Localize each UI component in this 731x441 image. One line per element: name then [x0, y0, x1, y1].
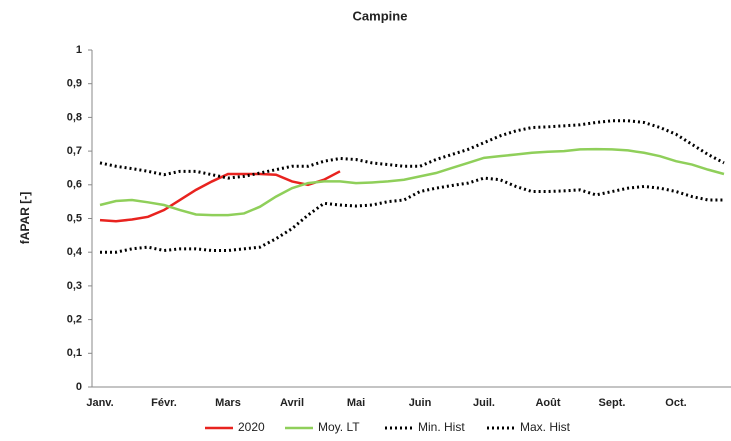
y-tick-label: 0	[76, 381, 82, 393]
x-tick-label: Mai	[347, 397, 365, 409]
series-line	[99, 170, 341, 223]
series-line	[99, 119, 725, 180]
legend-label: Moy. LT	[318, 420, 360, 434]
x-tick-label: Sept.	[599, 397, 626, 409]
series-line	[100, 176, 724, 254]
x-tick-label: Août	[535, 397, 560, 409]
x-tick-label: Juin	[409, 397, 432, 409]
legend-label: Min. Hist	[418, 420, 465, 434]
y-tick-label: 0,8	[67, 111, 82, 123]
chart-title: Campine	[353, 8, 408, 23]
y-tick-label: 0,3	[67, 280, 82, 292]
x-tick-label: Juil.	[473, 397, 495, 409]
y-tick-label: 1	[76, 44, 82, 56]
y-tick-label: 0,4	[67, 246, 83, 258]
y-tick-label: 0,6	[67, 179, 82, 191]
legend-label: 2020	[238, 420, 265, 434]
x-tick-label: Mars	[215, 397, 241, 409]
x-tick-label: Janv.	[86, 397, 113, 409]
x-tick-label: Oct.	[665, 397, 686, 409]
y-tick-label: 0,9	[67, 78, 82, 90]
y-tick-label: 0,5	[67, 212, 82, 224]
y-tick-label: 0,7	[67, 145, 82, 157]
y-tick-label: 0,2	[67, 314, 82, 326]
x-tick-label: Avril	[280, 397, 304, 409]
y-axis-label: fAPAR [-]	[18, 192, 32, 244]
legend-label: Max. Hist	[520, 420, 571, 434]
y-tick-label: 0,1	[67, 347, 82, 359]
x-tick-label: Févr.	[151, 397, 177, 409]
series-line	[99, 147, 725, 217]
